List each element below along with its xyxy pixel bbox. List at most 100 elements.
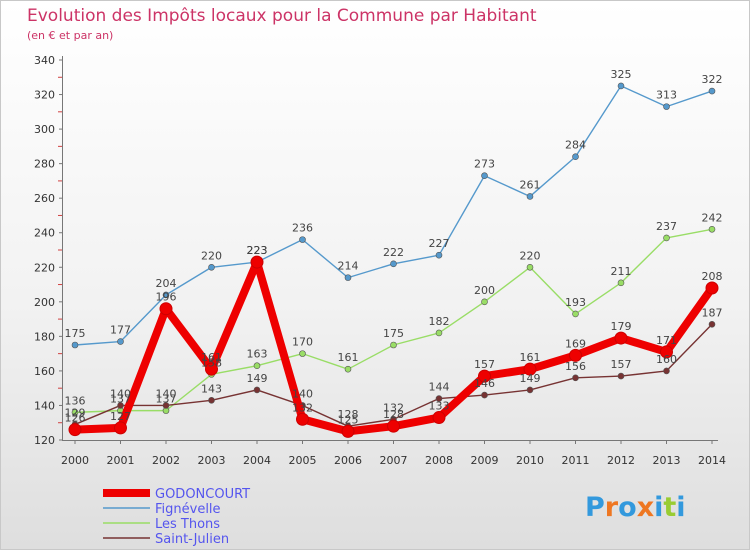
brand-letter: i (676, 492, 685, 523)
x-tick-label: 2007 (380, 454, 408, 467)
data-point (617, 82, 625, 90)
data-label: 214 (338, 260, 359, 273)
data-point (344, 365, 352, 373)
x-tick-label: 2008 (425, 454, 453, 467)
brand-letter: o (618, 492, 637, 523)
data-point (114, 421, 127, 435)
data-label: 132 (292, 401, 313, 414)
x-tick-label: 2011 (562, 454, 590, 467)
y-tick-label: 120 (34, 434, 55, 447)
brand-logo: Proxiti (585, 492, 686, 523)
data-point (481, 391, 488, 399)
data-label: 161 (520, 351, 541, 364)
data-label: 200 (474, 284, 495, 297)
data-label: 144 (429, 381, 450, 394)
data-label: 132 (383, 401, 404, 414)
data-label: 156 (565, 360, 586, 373)
data-label: 146 (474, 377, 495, 390)
data-point (614, 331, 628, 345)
data-point (572, 153, 579, 161)
data-label: 143 (201, 382, 222, 395)
data-label: 157 (474, 358, 495, 371)
data-label: 170 (292, 336, 313, 349)
data-point (481, 298, 488, 306)
y-tick-label: 320 (34, 89, 55, 102)
data-point (159, 302, 173, 316)
data-label: 133 (429, 400, 450, 413)
data-label: 137 (110, 393, 131, 406)
data-point (250, 255, 264, 269)
x-tick-label: 2005 (289, 454, 317, 467)
data-label: 177 (110, 324, 131, 337)
data-label: 208 (702, 270, 723, 283)
data-point (117, 402, 124, 409)
x-tick-label: 2012 (607, 454, 635, 467)
data-label: 193 (565, 296, 586, 309)
data-point (617, 372, 625, 380)
data-point (526, 193, 534, 200)
y-tick-label: 260 (34, 192, 55, 205)
legend-label: Les Thons (155, 517, 220, 532)
data-point (572, 310, 579, 318)
data-label: 273 (474, 158, 495, 171)
data-point (208, 396, 215, 404)
data-point (71, 409, 79, 416)
data-label: 128 (383, 408, 404, 421)
y-tick-label: 160 (34, 365, 55, 378)
x-tick-label: 2002 (152, 454, 180, 467)
data-point (572, 374, 579, 382)
data-label: 196 (156, 291, 177, 304)
data-label: 242 (702, 211, 723, 224)
data-point (162, 291, 170, 299)
data-label: 161 (338, 351, 359, 364)
data-label: 261 (520, 178, 541, 191)
data-label: 175 (383, 327, 404, 340)
data-point (208, 263, 215, 271)
data-point (569, 348, 582, 362)
legend-label: Saint-Julien (155, 532, 229, 547)
data-label: 187 (702, 306, 723, 319)
data-point (660, 345, 673, 359)
data-point (205, 362, 218, 376)
data-label: 127 (110, 410, 131, 423)
data-label: 129 (65, 406, 86, 419)
x-tick-label: 2013 (653, 454, 681, 467)
data-point (526, 386, 534, 394)
data-label: 149 (247, 372, 268, 385)
data-point (708, 225, 716, 233)
x-tick-label: 2004 (243, 454, 271, 467)
data-point (162, 402, 170, 409)
data-point (253, 362, 261, 370)
data-point (432, 411, 446, 425)
data-label: 322 (702, 73, 723, 86)
data-label: 325 (611, 68, 632, 81)
data-point (68, 423, 82, 437)
data-label: 223 (247, 244, 268, 257)
data-point (387, 419, 400, 433)
data-label: 140 (156, 387, 177, 400)
data-point (708, 87, 716, 95)
data-label: 126 (65, 412, 86, 425)
data-point (617, 279, 625, 287)
data-point (663, 234, 670, 242)
data-label: 204 (156, 277, 177, 290)
data-label: 227 (429, 237, 450, 250)
data-point (663, 103, 670, 110)
data-label: 128 (338, 408, 359, 421)
data-point (344, 274, 352, 281)
data-point (253, 386, 261, 394)
x-tick-label: 2009 (471, 454, 499, 467)
data-label: 171 (656, 334, 677, 347)
data-label: 220 (201, 249, 222, 262)
data-label: 136 (65, 394, 86, 407)
data-point (390, 260, 397, 268)
brand-letter: t (663, 492, 676, 523)
data-point (705, 281, 719, 295)
x-tick-label: 2010 (516, 454, 544, 467)
data-label: 182 (429, 315, 450, 328)
x-tick-label: 2003 (198, 454, 226, 467)
chart-subtitle: (en € et par an) (27, 29, 113, 42)
brand-text: Proxiti (585, 492, 686, 523)
data-point (296, 412, 309, 426)
